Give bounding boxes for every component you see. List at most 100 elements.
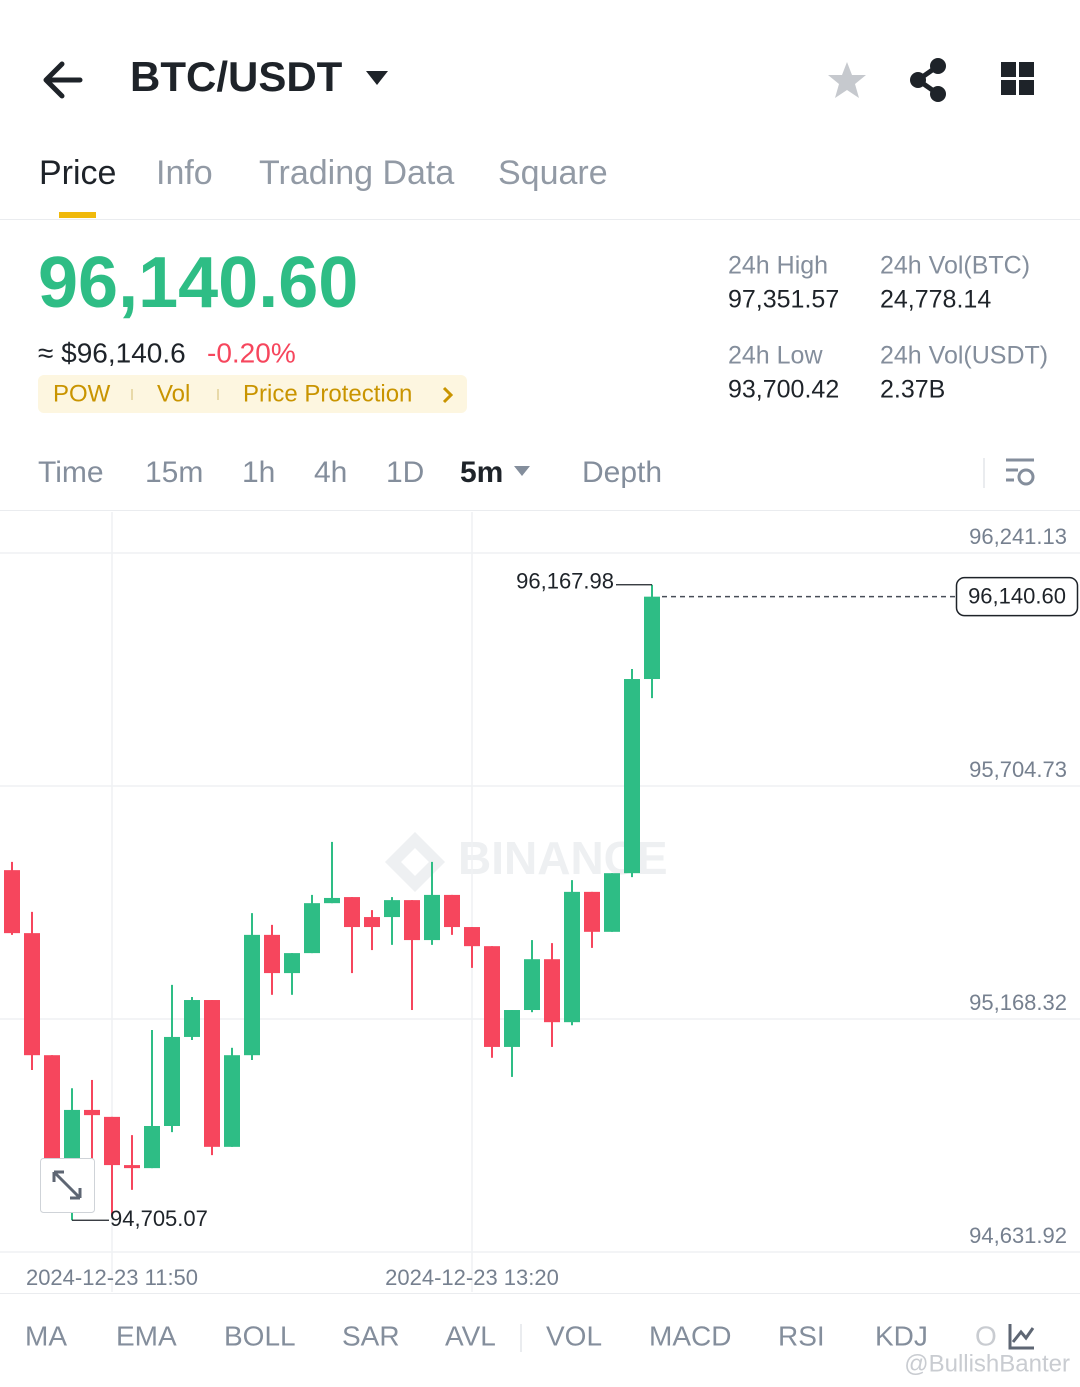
badge: POW (53, 380, 111, 407)
candle-body (424, 894, 440, 941)
share-dot (930, 86, 946, 102)
tab[interactable]: Info (156, 154, 213, 192)
candle-body (64, 1109, 80, 1159)
interval[interactable]: Time (38, 456, 104, 489)
stat-value: 2.37B (880, 376, 945, 404)
badge: Vol (157, 380, 190, 407)
x-tick-label: 2024-12-23 13:20 (385, 1265, 559, 1290)
candle-body (444, 894, 460, 928)
indicator[interactable]: KDJ (875, 1320, 928, 1351)
layout-cell (1001, 62, 1016, 77)
indicator[interactable]: AVL (445, 1320, 496, 1351)
tab[interactable]: Price (39, 154, 116, 192)
candle-body (84, 1109, 100, 1116)
last-price: 96,140.60 (38, 243, 358, 323)
layout-cell (1019, 62, 1034, 77)
indicator[interactable]: MACD (649, 1320, 731, 1351)
indicator[interactable]: MA (25, 1320, 67, 1351)
last-price-box (955, 576, 1079, 617)
candle-body (604, 873, 620, 932)
stat-label: 24h Vol(BTC) (880, 252, 1030, 280)
expand-icon (52, 1170, 82, 1200)
candle-body (184, 1000, 200, 1037)
high-label: 96,167.98 (516, 569, 614, 594)
usd-price: ≈ $96,140.6 (38, 337, 186, 368)
pair-title[interactable]: BTC/USDT (130, 53, 343, 100)
candle-body (624, 679, 640, 874)
candle-body (324, 897, 340, 904)
candle-body (404, 900, 420, 941)
candle-body (484, 946, 500, 1047)
candle-body (344, 897, 360, 928)
price-change: -0.20% (207, 337, 296, 368)
indicator[interactable]: SAR (342, 1320, 400, 1351)
pair-dropdown[interactable] (366, 71, 388, 85)
candle-body (284, 953, 300, 974)
interval-dropdown[interactable] (514, 466, 530, 476)
candle-body (544, 959, 560, 1023)
badge-chevron (442, 386, 454, 404)
candle-body (144, 1125, 160, 1169)
candle-body (304, 903, 320, 954)
indicator[interactable]: VOL (546, 1320, 602, 1351)
share-dot (910, 72, 926, 88)
stat-value: 93,700.42 (728, 376, 839, 404)
layout-button[interactable] (1001, 62, 1034, 95)
favorite-star[interactable] (828, 62, 866, 98)
last-price-label: 96,140.60 (968, 583, 1066, 608)
interval[interactable]: 4h (314, 456, 347, 489)
interval-selected[interactable]: 5m (460, 456, 503, 489)
stat-label: 24h High (728, 252, 828, 280)
icon-gear (1017, 468, 1035, 486)
interval[interactable]: 15m (145, 456, 203, 489)
candle-body (244, 934, 260, 1056)
back-button[interactable] (43, 61, 83, 99)
y-tick-label: 94,631.92 (969, 1223, 1067, 1248)
candle-body (504, 1010, 520, 1047)
tab-indicator (59, 212, 96, 218)
low-label: 94,705.07 (110, 1206, 208, 1231)
candle-body (644, 596, 660, 680)
candle-body (204, 1000, 220, 1147)
share-button[interactable] (910, 58, 946, 102)
indicator-settings[interactable] (1008, 1324, 1035, 1350)
candle-body (384, 900, 400, 918)
stat-label: 24h Vol(USDT) (880, 342, 1048, 370)
y-tick-label: 95,168.32 (969, 990, 1067, 1015)
candle-body (364, 917, 380, 928)
stat-value: 97,351.57 (728, 286, 839, 314)
credit: @BullishBanter (904, 1350, 1070, 1377)
stat-label: 24h Low (728, 342, 823, 370)
interval[interactable]: Depth (582, 456, 662, 489)
fullscreen-button[interactable] (40, 1158, 95, 1213)
chart-settings[interactable] (1006, 458, 1035, 486)
indicator[interactable]: RSI (778, 1320, 825, 1351)
x-tick-label: 2024-12-23 11:50 (26, 1265, 198, 1290)
tab[interactable]: Trading Data (259, 154, 454, 192)
candle-body (264, 934, 280, 974)
back-arrow (43, 61, 83, 99)
layout-cell (1019, 80, 1034, 95)
interval[interactable]: 1h (242, 456, 275, 489)
indicator[interactable]: O (975, 1320, 997, 1351)
interval[interactable]: 1D (386, 456, 424, 489)
y-tick-label: 95,704.73 (969, 757, 1067, 782)
candle-body (584, 891, 600, 932)
indicator[interactable]: BOLL (224, 1320, 296, 1351)
candle-body (564, 891, 580, 1023)
candle-body (4, 870, 20, 934)
candle-body (124, 1165, 140, 1169)
candle-body (224, 1055, 240, 1147)
candle-body (524, 959, 540, 1011)
candle-body (24, 933, 40, 1056)
badge-bar[interactable] (38, 375, 467, 413)
tab[interactable]: Square (498, 154, 608, 192)
layout-cell (1001, 80, 1016, 95)
candle-body (464, 927, 480, 947)
candle-body (104, 1116, 120, 1166)
watermark-logo (385, 832, 445, 892)
indicator[interactable]: EMA (116, 1320, 177, 1351)
badge: Price Protection (243, 380, 412, 407)
share-dot (930, 58, 946, 74)
